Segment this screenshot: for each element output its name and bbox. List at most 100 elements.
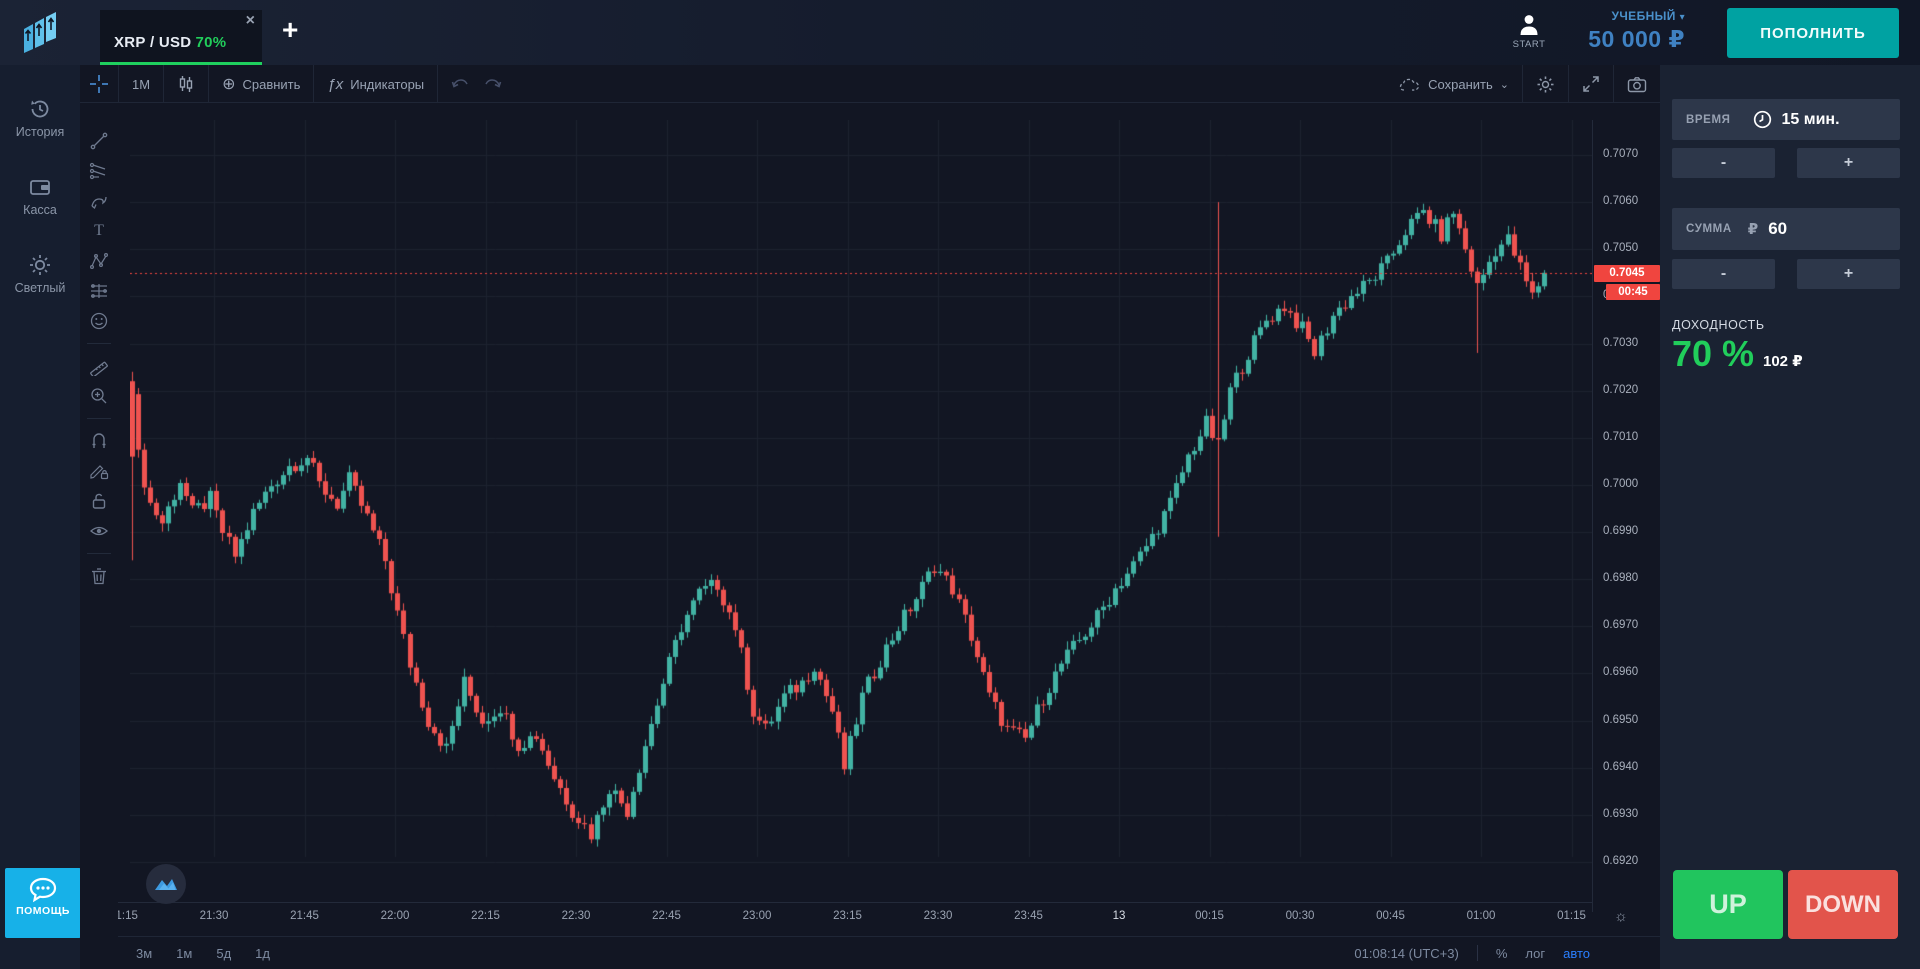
crosshair-tool-button[interactable] (80, 65, 118, 103)
up-button[interactable]: UP (1673, 870, 1783, 939)
time-axis[interactable]: 21:15 21:30 21:45 22:00 22:15 22:30 22:45 23:00… (118, 903, 1592, 929)
hide-all-tool[interactable] (80, 516, 118, 546)
delete-tool[interactable] (80, 561, 118, 591)
range-1d[interactable]: 1д (255, 945, 270, 961)
indicators-button[interactable]: ƒx Индикаторы (327, 75, 425, 93)
chart-region: 1M ⊕ Сравнить ƒx (80, 65, 1660, 969)
pattern-tool[interactable] (80, 246, 118, 276)
price-axis[interactable]: 0.70700.70600.70500.70400.70300.70200.70… (1592, 120, 1660, 912)
sidebar-item-history[interactable]: История (0, 83, 80, 139)
save-layout-button[interactable]: Сохранить ⌄ (1386, 65, 1522, 103)
redo-button[interactable] (482, 65, 515, 103)
price-axis-label: 0.7000 (1603, 477, 1639, 490)
account-switcher[interactable]: УЧЕБНЫЙ ▾ 50 000 ₽ (1545, 9, 1685, 53)
profile-button[interactable]: START (1504, 13, 1554, 50)
time-axis-label: 22:15 (471, 910, 500, 922)
mountain-chart-icon (155, 879, 177, 890)
time-axis-label: 21:15 (118, 910, 138, 922)
zoom-in-tool[interactable] (80, 381, 118, 411)
wallet-icon (30, 180, 50, 195)
axis-settings-icon[interactable]: ☼ (1614, 908, 1628, 925)
candles-icon (179, 76, 193, 92)
time-axis-label: 01:15 (1557, 910, 1586, 922)
time-axis-label: 23:30 (923, 910, 953, 922)
drawing-toolbar: T (80, 103, 118, 591)
sidebar-item-label: Касса (23, 203, 57, 217)
help-button[interactable]: ПОМОЩЬ (5, 868, 81, 938)
amount-minus-button[interactable]: - (1672, 259, 1775, 289)
asset-tab[interactable]: XRP / USD 70% × (100, 10, 262, 65)
sidebar-item-cashier[interactable]: Касса (0, 161, 80, 217)
cloud-icon (1400, 78, 1420, 91)
trade-panel: ВРЕМЯ 15 мин. - + СУММА ₽ 60 - + ДОХОДНО… (1660, 65, 1920, 969)
payout-amount: 102 ₽ (1763, 353, 1803, 370)
deposit-button[interactable]: ПОПОЛНИТЬ (1727, 8, 1899, 58)
add-tab-button[interactable]: + (282, 14, 299, 45)
compare-button[interactable]: ⊕ Сравнить (222, 76, 301, 93)
drawing-lock-tool[interactable] (80, 456, 118, 486)
user-icon (1520, 15, 1538, 35)
auto-scale-button[interactable]: авто (1563, 945, 1590, 961)
trend-line-tool[interactable] (80, 126, 118, 156)
price-axis-label: 0.7030 (1603, 336, 1639, 349)
undo-icon (451, 79, 468, 88)
divider (1476, 945, 1478, 961)
top-bar: XRP / USD 70% × + START УЧЕБНЫЙ ▾ 50 000 … (0, 0, 1920, 65)
price-axis-label: 0.7060 (1603, 195, 1639, 208)
sidebar-item-label: История (15, 125, 65, 139)
chat-icon (29, 877, 57, 903)
candlestick-chart[interactable] (130, 120, 1592, 902)
amount-plus-button[interactable]: + (1797, 259, 1900, 289)
text-tool[interactable]: T (94, 222, 104, 239)
undo-button[interactable] (438, 65, 482, 103)
time-minus-button[interactable]: - (1672, 148, 1775, 178)
brush-tool[interactable] (80, 186, 118, 216)
amount-field[interactable]: СУММА ₽ 60 (1672, 208, 1900, 250)
clock-display[interactable]: 01:08:14 (UTC+3) (1354, 945, 1459, 961)
time-axis-label: 22:00 (380, 910, 410, 922)
emoji-tool[interactable] (80, 306, 118, 336)
time-plus-button[interactable]: + (1797, 148, 1900, 178)
price-axis-label: 0.6930 (1603, 807, 1639, 820)
interval-button[interactable]: 1M (132, 76, 151, 92)
lock-tool[interactable] (80, 486, 118, 516)
time-axis-label: 23:45 (1014, 910, 1043, 922)
gear-icon (1537, 76, 1554, 92)
chevron-down-icon: ▾ (1679, 12, 1685, 23)
ruble-icon: ₽ (1747, 221, 1759, 238)
down-button[interactable]: DOWN (1788, 870, 1898, 939)
chart-settings-button[interactable] (1523, 65, 1568, 103)
crosshair-icon (90, 75, 108, 93)
payout-label: ДОХОДНОСТЬ (1672, 318, 1765, 332)
range-3m[interactable]: 3м (136, 945, 153, 961)
time-axis-label: 21:45 (290, 910, 319, 922)
snapshot-button[interactable] (1614, 65, 1660, 103)
account-type[interactable]: УЧЕБНЫЙ ▾ (1611, 9, 1685, 23)
time-axis-label: 00:30 (1285, 910, 1315, 922)
sidebar-item-theme[interactable]: Светлый (0, 239, 80, 295)
pitchfork-tool[interactable] (80, 156, 118, 186)
time-field-value: 15 мин. (1781, 110, 1840, 128)
price-axis-label: 0.7050 (1603, 242, 1639, 255)
time-axis-label: 21:30 (199, 910, 229, 922)
platform-logo-icon[interactable] (20, 11, 62, 53)
tab-close-icon[interactable]: × (245, 12, 255, 29)
fx-icon: ƒx (327, 75, 344, 93)
time-field-label: ВРЕМЯ (1686, 113, 1731, 126)
position-tool[interactable] (80, 276, 118, 306)
chart-toolbar: 1M ⊕ Сравнить ƒx (80, 65, 1660, 103)
log-scale-button[interactable]: лог (1525, 945, 1546, 961)
time-field[interactable]: ВРЕМЯ 15 мин. (1672, 99, 1900, 140)
measure-tool[interactable] (80, 351, 118, 381)
chevron-down-icon: ⌄ (1499, 78, 1509, 91)
chart-style-button[interactable] (164, 65, 208, 103)
percent-scale-button[interactable]: % (1495, 945, 1508, 961)
time-axis-label: 00:45 (1376, 910, 1405, 922)
chart-watermark-badge[interactable] (146, 864, 186, 904)
range-5d[interactable]: 5д (216, 945, 232, 961)
countdown-tag: 00:45 (1606, 283, 1660, 300)
magnet-tool[interactable] (80, 426, 118, 456)
range-1m[interactable]: 1м (176, 945, 193, 961)
fullscreen-button[interactable] (1569, 65, 1613, 103)
help-label: ПОМОЩЬ (16, 905, 70, 917)
